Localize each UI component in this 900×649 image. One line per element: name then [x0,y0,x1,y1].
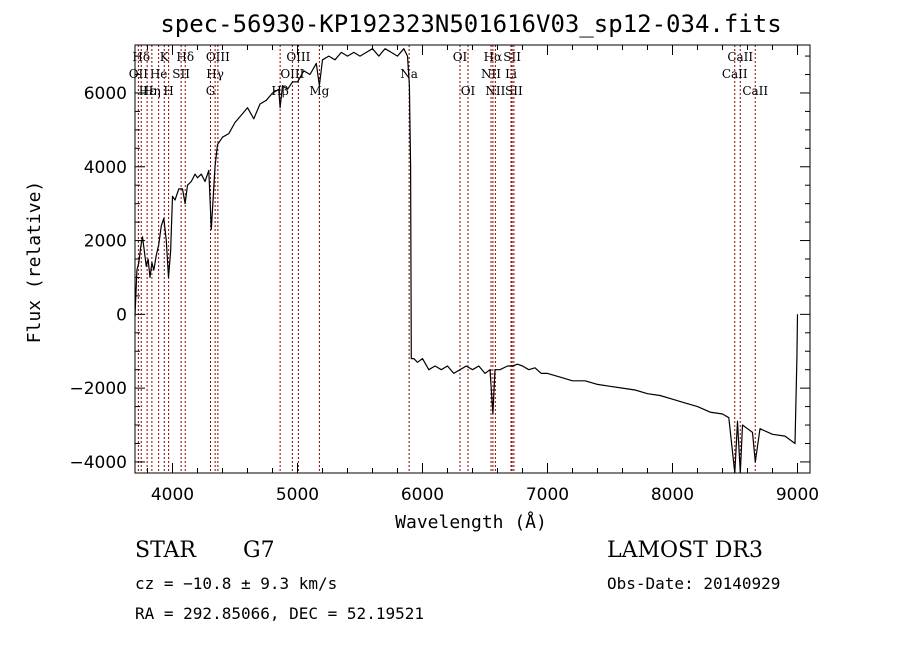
x-tick-label: 9000 [776,485,819,505]
x-tick-label: 7000 [526,485,569,505]
spectral-line-label: K [160,50,170,64]
spectral-line-label: OI [453,50,468,64]
object-subclass: G7 [243,538,275,563]
spectral-line-label: Li [505,67,517,81]
x-axis-ticks: 4000 5000 6000 7000 8000 9000 [147,45,819,505]
y-tick-label: −4000 [69,453,127,473]
x-tick-label: 4000 [151,485,194,505]
x-tick-label: 6000 [401,485,444,505]
chart-title: spec-56930-KP192323N501616V03_sp12-034.f… [160,10,781,38]
y-axis-ticks: −4000 −2000 0 2000 4000 6000 [69,55,810,473]
y-tick-label: 6000 [84,84,127,104]
spectrum-chart: spec-56930-KP192323N501616V03_sp12-034.f… [24,10,819,533]
spectrum-series-line [134,48,799,474]
spectral-line-label: SII [503,50,521,64]
spectral-line-label: NII [485,84,505,98]
spectral-line-label: Hδ [176,50,194,64]
spectral-line-label: OI [461,84,476,98]
spectral-line-label: SII [505,84,523,98]
spectral-line-label: OIII [206,50,230,64]
object-class: STAR [135,538,196,563]
spectral-line-label: OIII [280,67,304,81]
x-tick-label: 5000 [276,485,319,505]
spectral-line-label: CaII [722,67,748,81]
spectral-line-label: Hβ [271,84,288,98]
spectral-line-label: NII [481,67,501,81]
y-tick-label: −2000 [69,379,127,399]
observation-date: Obs-Date: 20140929 [607,574,781,593]
spectral-line-label: H [163,84,173,98]
spectral-line-label: He [150,67,168,81]
spectral-line-label: CaII [742,84,768,98]
spectral-line-label: Hε [139,84,156,98]
y-tick-label: 4000 [84,158,127,178]
x-axis-label: Wavelength (Å) [395,511,547,533]
spectral-line-label: Hη [143,84,161,98]
spectral-line-label: G [206,84,216,98]
survey-name: LAMOST DR3 [607,538,763,563]
x-tick-label: 8000 [651,485,694,505]
y-tick-label: 0 [116,305,127,325]
y-axis-label: Flux (relative) [24,181,45,344]
spectral-line-label: OIII [286,50,310,64]
spectral-line-label: Hγ [206,67,224,81]
spectral-line-label: Hδ [132,50,150,64]
redshift-readout: cz = −10.8 ± 9.3 km/s [135,574,338,593]
spectral-line-label: OII [129,67,149,81]
spectral-line-label: Mg [309,84,329,98]
spectral-line-label: Hα [484,50,503,64]
coordinates-readout: RA = 292.85066, DEC = 52.19521 [135,604,424,623]
y-tick-label: 2000 [84,232,127,252]
plot-frame [134,44,811,474]
spectral-line-label: SII [172,67,190,81]
spectral-line-label: CaII [727,50,753,64]
